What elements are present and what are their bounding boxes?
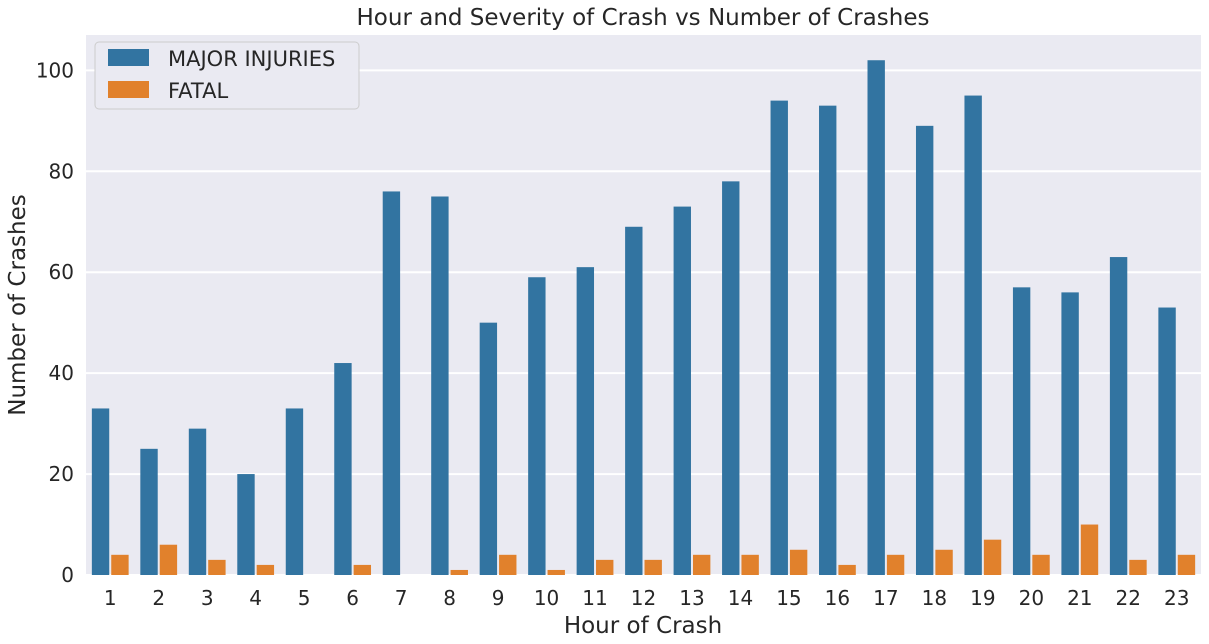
bar-fatal-hour-19 <box>983 539 1002 575</box>
bar-major-injuries-hour-18 <box>915 125 934 575</box>
bar-fatal-hour-8 <box>450 569 468 575</box>
x-tick-label: 19 <box>970 586 995 610</box>
x-tick-label: 22 <box>1116 586 1141 610</box>
legend-label-major-injuries: MAJOR INJURIES <box>168 47 335 71</box>
bar-major-injuries-hour-6 <box>334 363 352 575</box>
bar-fatal-hour-13 <box>692 554 711 575</box>
x-tick-label: 11 <box>582 586 607 610</box>
bar-fatal-hour-6 <box>353 564 372 575</box>
x-tick-label: 3 <box>201 586 214 610</box>
bar-fatal-hour-20 <box>1032 554 1050 575</box>
bar-fatal-hour-4 <box>256 564 275 575</box>
x-tick-label: 2 <box>152 586 165 610</box>
x-tick-label: 6 <box>346 586 359 610</box>
y-tick-label: 40 <box>49 361 74 385</box>
bar-major-injuries-hour-16 <box>819 105 837 575</box>
x-tick-label: 7 <box>395 586 408 610</box>
x-tick-label: 21 <box>1067 586 1092 610</box>
bar-fatal-hour-9 <box>499 554 517 575</box>
x-tick-label: 5 <box>298 586 311 610</box>
bar-major-injuries-hour-5 <box>285 408 304 575</box>
bar-fatal-hour-12 <box>644 559 662 575</box>
bar-major-injuries-hour-19 <box>964 95 982 576</box>
bar-major-injuries-hour-1 <box>91 408 110 575</box>
y-tick-label: 20 <box>49 462 74 486</box>
bar-major-injuries-hour-22 <box>1109 257 1128 575</box>
y-tick-label: 100 <box>36 58 74 82</box>
x-tick-label: 14 <box>728 586 753 610</box>
bar-fatal-hour-18 <box>935 549 953 575</box>
bar-fatal-hour-10 <box>547 569 565 575</box>
bar-fatal-hour-15 <box>789 549 808 575</box>
bar-fatal-hour-16 <box>838 564 856 575</box>
x-tick-label: 23 <box>1164 586 1189 610</box>
bar-fatal-hour-1 <box>111 554 129 575</box>
bar-major-injuries-hour-12 <box>625 226 643 575</box>
x-tick-labels: 1 2 3 4 5 6 7 8 9 10 11 12 13 14 15 16 17 18 19 20 21 22 23 <box>104 586 1190 610</box>
x-tick-label: 13 <box>679 586 704 610</box>
chart-title: Hour and Severity of Crash vs Number of … <box>357 5 930 31</box>
legend-box <box>94 41 360 110</box>
bar-major-injuries-hour-3 <box>188 428 207 575</box>
bar-major-injuries-hour-9 <box>479 322 498 575</box>
bar-fatal-hour-21 <box>1080 524 1099 575</box>
y-tick-labels: 0 20 40 60 80 100 <box>36 58 74 587</box>
x-tick-label: 9 <box>492 586 505 610</box>
bar-major-injuries-hour-23 <box>1158 307 1176 575</box>
x-tick-label: 20 <box>1019 586 1044 610</box>
bar-major-injuries-hour-20 <box>1012 287 1031 575</box>
y-tick-label: 60 <box>49 260 74 284</box>
x-tick-label: 18 <box>922 586 947 610</box>
y-axis-label: Number of Crashes <box>5 194 31 416</box>
x-tick-label: 8 <box>443 586 456 610</box>
legend: MAJOR INJURIES FATAL <box>94 41 360 110</box>
bars <box>91 60 1196 576</box>
y-tick-label: 0 <box>61 563 74 587</box>
bar-fatal-hour-23 <box>1177 554 1196 575</box>
bar-major-injuries-hour-4 <box>237 474 255 575</box>
bar-major-injuries-hour-2 <box>140 448 158 575</box>
bar-major-injuries-hour-21 <box>1061 292 1079 575</box>
bar-major-injuries-hour-10 <box>528 277 546 575</box>
legend-label-fatal: FATAL <box>168 79 228 103</box>
legend-swatch-fatal <box>108 81 149 98</box>
bar-major-injuries-hour-8 <box>431 196 449 575</box>
bar-fatal-hour-14 <box>741 554 759 575</box>
x-tick-label: 16 <box>825 586 850 610</box>
bar-fatal-hour-11 <box>596 559 614 575</box>
bar-fatal-hour-17 <box>886 554 905 575</box>
legend-swatch-major-injuries <box>108 49 149 66</box>
bar-major-injuries-hour-11 <box>576 267 595 575</box>
bar-fatal-hour-3 <box>208 559 226 575</box>
y-tick-label: 80 <box>49 159 74 183</box>
x-tick-label: 10 <box>534 586 559 610</box>
x-tick-label: 15 <box>776 586 801 610</box>
x-tick-label: 17 <box>873 586 898 610</box>
x-tick-label: 4 <box>249 586 262 610</box>
x-axis-label: Hour of Crash <box>564 613 722 639</box>
bar-fatal-hour-2 <box>159 544 178 575</box>
bar-fatal-hour-22 <box>1129 559 1147 575</box>
x-tick-label: 12 <box>631 586 656 610</box>
bar-major-injuries-hour-7 <box>382 191 401 575</box>
bar-major-injuries-hour-15 <box>770 100 788 575</box>
x-tick-label: 1 <box>104 586 117 610</box>
bar-major-injuries-hour-13 <box>673 206 691 575</box>
bar-major-injuries-hour-17 <box>867 60 885 576</box>
bar-major-injuries-hour-14 <box>722 181 740 575</box>
